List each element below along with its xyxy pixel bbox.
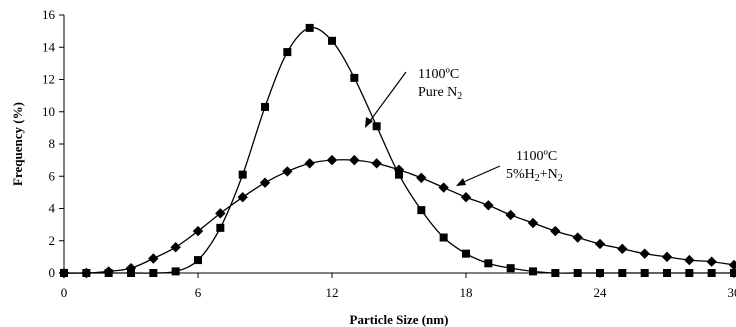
y-tick-label: 10 (42, 104, 55, 119)
series-1-point (685, 269, 694, 277)
annotation-h2-n2-line1: 1100ºC (516, 149, 557, 164)
y-tick-label: 0 (49, 265, 56, 280)
y-tick-label: 16 (42, 7, 56, 22)
series-layer (58, 23, 736, 279)
x-tick-label: 18 (460, 285, 473, 300)
annotation-h2-n2-line2: 5%H2+N2 (506, 167, 563, 184)
series-1-point (640, 269, 649, 277)
series-line-1 (64, 26, 734, 274)
series-1-point (372, 122, 381, 131)
y-tick-label: 2 (49, 233, 56, 248)
series-1-point (305, 23, 314, 32)
annotation-pure-n2-line2: Pure N2 (418, 85, 462, 102)
series-2-point (192, 225, 204, 237)
series-1-point (484, 259, 493, 268)
series-1-point (149, 269, 158, 277)
y-tick-label: 12 (42, 72, 55, 87)
series-2-point (326, 154, 338, 166)
x-tick-label: 6 (195, 285, 202, 300)
series-1-point (439, 233, 448, 242)
y-axis-title: Frequency (%) (10, 102, 25, 186)
x-tick-label: 30 (728, 285, 736, 300)
series-2-point (81, 267, 92, 279)
series-2-point (125, 262, 137, 274)
series-2-point (259, 177, 271, 188)
series-2-point (505, 209, 516, 221)
series-2-point (170, 242, 181, 253)
annotation-arrow-h2-n2 (458, 165, 501, 185)
series-1-point (462, 249, 470, 258)
series-1-point (261, 102, 269, 111)
annotation-pure-n2-line1: 1100ºC (418, 67, 459, 82)
series-1-point (328, 36, 336, 45)
series-1-point (171, 267, 180, 276)
x-tick-label: 12 (326, 285, 339, 300)
y-tick-label: 6 (49, 168, 56, 183)
series-1-point (283, 48, 292, 57)
series-2-point (438, 182, 449, 193)
series-2-point (148, 253, 159, 264)
series-1-point (194, 256, 202, 265)
series-1-point (350, 73, 359, 82)
series-2-point (483, 200, 494, 211)
series-1-point (529, 267, 537, 276)
series-2-point (349, 154, 360, 166)
annotation-arrowhead-pure-n2 (365, 117, 373, 128)
series-2-point (237, 192, 248, 203)
series-2-point (460, 192, 472, 203)
series-2-point (304, 158, 315, 169)
series-2-point (393, 164, 405, 175)
series-1-point (417, 206, 426, 215)
series-2-point (550, 225, 561, 237)
y-tick-label: 14 (42, 39, 56, 54)
series-2-point (661, 251, 673, 263)
series-2-point (617, 243, 628, 255)
series-1-point (618, 269, 627, 277)
series-1-point (663, 269, 671, 277)
annotation-arrow-pure-n2 (366, 71, 407, 126)
series-2-point (728, 259, 736, 271)
series-2-point (371, 158, 382, 169)
annotation-arrowhead-h2-n2 (456, 178, 466, 186)
series-2-point (215, 208, 226, 219)
series-2-point (706, 256, 717, 267)
series-2-point (103, 266, 114, 277)
series-2-point (572, 232, 583, 243)
series-1-point (216, 223, 225, 232)
series-1-point (707, 269, 716, 277)
series-2-point (639, 248, 650, 259)
series-1-point (573, 269, 582, 277)
x-tick-label: 0 (61, 285, 68, 300)
series-2-point (282, 166, 293, 177)
series-2-point (684, 254, 695, 266)
y-tick-label: 4 (49, 201, 56, 216)
series-2-point (594, 238, 606, 250)
series-1-point (506, 264, 515, 273)
series-2-point (527, 217, 539, 229)
series-1-point (551, 269, 560, 277)
series-2-point (58, 267, 70, 279)
x-tick-label: 24 (594, 285, 608, 300)
x-axis-title: Particle Size (nm) (350, 312, 449, 327)
series-1-point (730, 269, 736, 277)
series-2-point (416, 172, 427, 184)
y-tick-label: 8 (49, 136, 56, 151)
series-1-point (596, 269, 604, 277)
series-1-point (238, 170, 247, 179)
